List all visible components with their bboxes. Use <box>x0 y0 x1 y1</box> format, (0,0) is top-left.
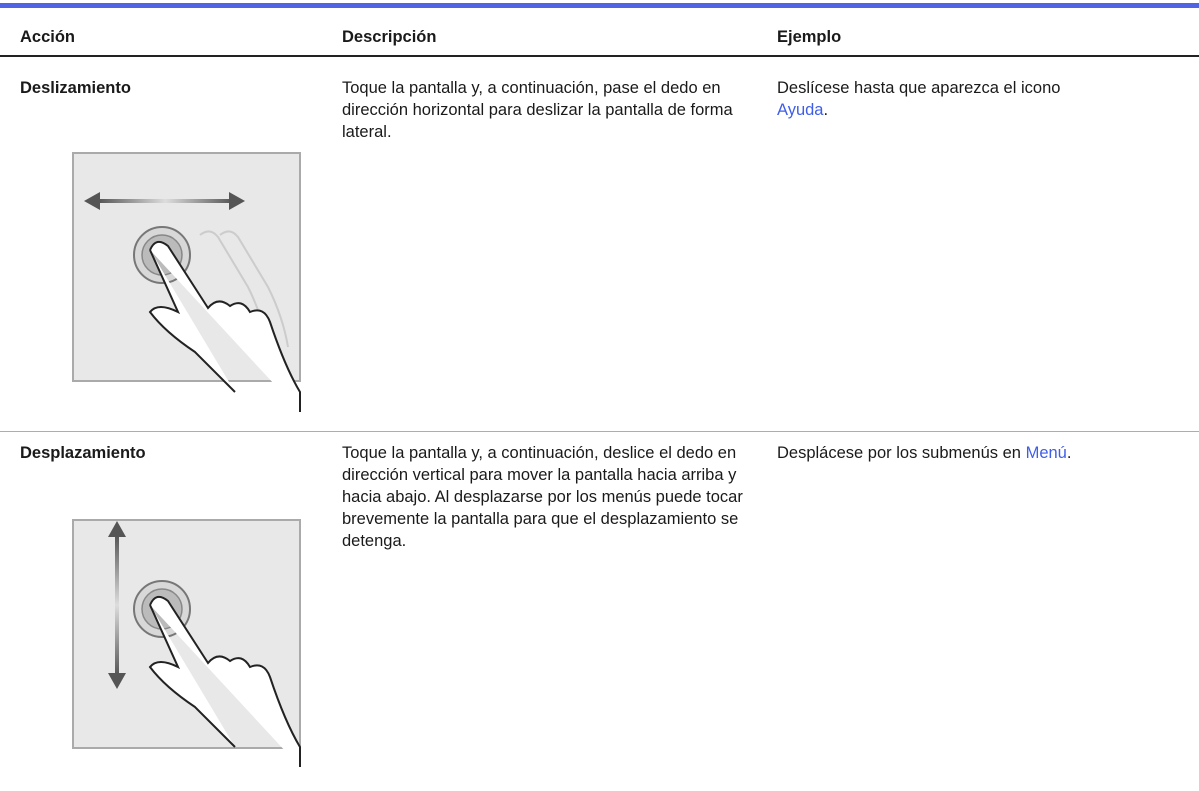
example-text: Deslícese hasta que aparezca el icono <box>777 79 1061 97</box>
action: Deslizamiento <box>20 79 131 97</box>
header-cell: Acción <box>20 28 76 46</box>
description: Toque la pantalla y, a continuación, des… <box>342 444 743 550</box>
swipe-illustration <box>72 152 301 412</box>
example-end: . <box>1066 444 1072 462</box>
example-end: . <box>823 101 829 119</box>
header-rule <box>0 55 1199 57</box>
example: Desplácese por los submenús en Menú. <box>777 442 1177 464</box>
example-link[interactable]: Ayuda <box>777 101 824 119</box>
header-cell: Descripción <box>342 28 437 46</box>
action: Desplazamiento <box>20 444 146 462</box>
example-link[interactable]: Menú <box>1025 444 1067 462</box>
example: Deslícese hasta que aparezca el icono Ayu… <box>777 77 1177 121</box>
header-cell: Ejemplo <box>777 28 842 46</box>
example-text: Desplácese por los submenús en <box>777 444 1021 462</box>
scroll-illustration <box>72 519 301 767</box>
row-rule <box>0 431 1199 432</box>
description: Toque la pantalla y, a continuación, pas… <box>342 79 733 141</box>
top-bar <box>0 3 1199 8</box>
